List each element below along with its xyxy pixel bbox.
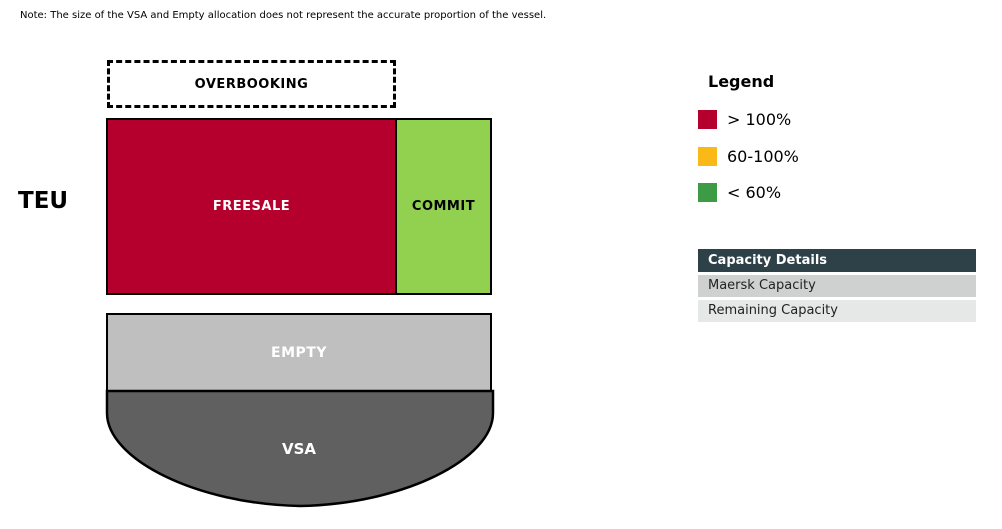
vsa-hull-segment[interactable] <box>104 389 496 509</box>
proportion-note: Note: The size of the VSA and Empty allo… <box>20 10 547 21</box>
legend-label: > 100% <box>727 109 792 129</box>
legend-item-60-100: 60-100% <box>698 146 799 166</box>
legend-label: 60-100% <box>727 146 799 166</box>
legend-item-under-60: < 60% <box>698 182 781 202</box>
overbooking-label: OVERBOOKING <box>194 76 309 92</box>
maersk-capacity-row[interactable]: Maersk Capacity <box>698 275 976 297</box>
legend-swatch-green <box>698 182 717 202</box>
freesale-segment[interactable]: FREESALE <box>106 118 397 295</box>
legend-title: Legend <box>708 72 775 91</box>
capacity-details-table: Capacity Details Maersk Capacity Remaini… <box>698 249 976 325</box>
empty-label: EMPTY <box>271 344 327 361</box>
legend-label: < 60% <box>727 182 782 202</box>
commit-segment[interactable]: COMMIT <box>395 118 492 295</box>
legend-item-over-100: > 100% <box>698 109 791 129</box>
commit-label: COMMIT <box>411 199 476 214</box>
empty-segment[interactable]: EMPTY <box>106 313 492 392</box>
legend-swatch-amber <box>698 146 717 166</box>
legend-swatch-red <box>698 109 717 129</box>
unit-label: TEU <box>18 188 69 214</box>
capacity-details-header: Capacity Details <box>698 249 976 272</box>
vsa-label: VSA <box>281 440 317 458</box>
remaining-capacity-row[interactable]: Remaining Capacity <box>698 300 976 322</box>
freesale-label: FREESALE <box>212 199 291 214</box>
overbooking-segment[interactable]: OVERBOOKING <box>107 60 396 108</box>
